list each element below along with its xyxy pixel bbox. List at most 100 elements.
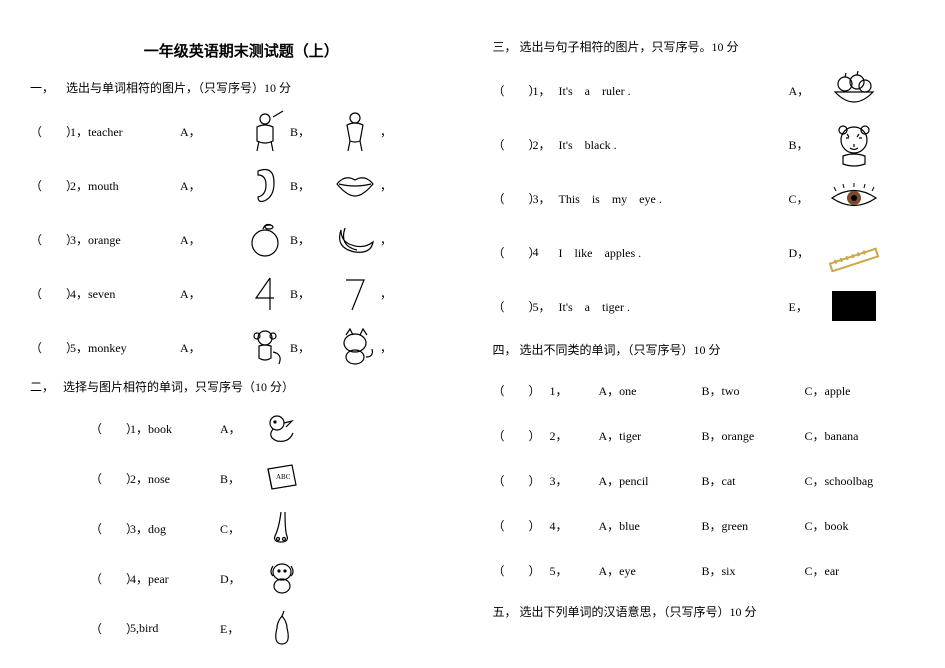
s3-q4: （ ） 4 I like apples . D，: [493, 227, 916, 277]
s4-q2: （ ） 2， A，tiger B，orange C，banana: [493, 427, 916, 444]
section1-heading: 一， 选出与单词相符的图片，（只写序号）10 分: [30, 79, 453, 96]
s2-q2-letter: B，: [220, 470, 260, 487]
s4-q2-a: A，tiger: [599, 427, 699, 444]
num: 5,: [130, 621, 139, 635]
section3-heading: 三， 选出与句子相符的图片，只写序号。10 分: [493, 38, 916, 55]
ear-icon: [240, 163, 290, 207]
section2-title: 选择与图片相符的单词，只写序号（10 分）: [63, 380, 294, 394]
paren: （ ）: [493, 298, 533, 315]
paren: （ ）: [90, 620, 130, 637]
s4-q4-b: B，green: [702, 517, 802, 534]
s3-q5-text: It's a tiger .: [559, 298, 789, 315]
paren: （ ）: [493, 244, 533, 261]
s1-q1-a: A，: [180, 123, 240, 140]
num: 2，: [533, 136, 559, 153]
s1-q5: （ ） 5，monkey A， B， ，: [30, 322, 453, 372]
s4-q3-a: A，pencil: [599, 472, 699, 489]
paren: （ ）: [90, 420, 130, 437]
s2-q2: （ ） 2，nose B， ABC: [30, 455, 453, 501]
bird-icon: [260, 408, 304, 448]
section5-prefix: 五，: [493, 605, 517, 619]
word: mouth: [88, 179, 119, 193]
paren: （ ）: [30, 177, 70, 194]
s2-q1-letter: A，: [220, 420, 260, 437]
black-square-icon: [819, 289, 889, 323]
tiger-icon: [819, 120, 889, 168]
s2-q4-letter: D，: [220, 570, 260, 587]
s3-q4-letter: D，: [789, 244, 819, 261]
word: seven: [88, 287, 115, 301]
word: orange: [88, 233, 121, 247]
s1-q3-label: 3，orange: [70, 231, 180, 248]
comma: ，: [380, 339, 392, 356]
num: 2，: [130, 472, 148, 486]
s1-q4-b: B，: [290, 285, 330, 302]
orange-icon: [240, 217, 290, 261]
paren: （ ）: [493, 472, 547, 489]
s4-q4-a: A，blue: [599, 517, 699, 534]
s2-q4: （ ） 4，pear D，: [30, 555, 453, 601]
word: pear: [148, 572, 169, 586]
banana-icon: [330, 217, 380, 261]
s3-q1-text: It's a ruler .: [559, 82, 789, 99]
s1-q1-b: B，: [290, 123, 330, 140]
section4-prefix: 四，: [493, 343, 517, 357]
section4-heading: 四， 选出不同类的单词，（只写序号）10 分: [493, 341, 916, 358]
s1-q5-label: 5，monkey: [70, 339, 180, 356]
pear-icon: [260, 608, 304, 648]
book-icon: ABC: [260, 458, 304, 498]
s4-q3-c: C，schoolbag: [805, 472, 905, 489]
s3-q2-text: It's black .: [559, 136, 789, 153]
paren: （ ）: [493, 190, 533, 207]
num: 3，: [533, 190, 559, 207]
page: 一年级英语期末测试题（上） 一， 选出与单词相符的图片，（只写序号）10 分 （…: [0, 0, 945, 665]
s2-q1-label: 1，book: [130, 420, 220, 437]
paren: （ ）: [493, 82, 533, 99]
section1-title: 选出与单词相符的图片，（只写序号）10 分: [66, 81, 291, 95]
s4-q5-b: B，six: [702, 562, 802, 579]
s1-q1: （ ） 1，teacher A， B， ，: [30, 106, 453, 156]
comma: ，: [380, 123, 392, 140]
section5-title: 选出下列单词的汉语意思，（只写序号）10 分: [520, 605, 757, 619]
s1-q1-label: 1，teacher: [70, 123, 180, 140]
word: teacher: [88, 125, 123, 139]
num: 3，: [70, 233, 88, 247]
section3-prefix: 三，: [493, 40, 517, 54]
s1-q3-b: B，: [290, 231, 330, 248]
s3-q3: （ ） 3， This is my eye . C，: [493, 173, 916, 223]
word: bird: [139, 621, 158, 635]
s4-q4-c: C，book: [805, 517, 905, 534]
s3-q1-letter: A，: [789, 82, 819, 99]
num: 5，: [533, 298, 559, 315]
s4-q4: （ ） 4， A，blue B，green C，book: [493, 517, 916, 534]
s1-q4-a: A，: [180, 285, 240, 302]
s1-q4-label: 4，seven: [70, 285, 180, 302]
num: 4，: [550, 517, 596, 534]
s4-q3: （ ） 3， A，pencil B，cat C，schoolbag: [493, 472, 916, 489]
s3-q3-text: This is my eye .: [559, 190, 789, 207]
s1-q5-b: B，: [290, 339, 330, 356]
svg-text:ABC: ABC: [276, 473, 291, 481]
s3-q5: （ ） 5， It's a tiger . E，: [493, 281, 916, 331]
seven-icon: [330, 271, 380, 315]
s2-q5-label: 5,bird: [130, 621, 220, 636]
nose-icon: [260, 508, 304, 548]
s4-q2-b: B，orange: [702, 427, 802, 444]
s1-q4: （ ） 4，seven A， B， ，: [30, 268, 453, 318]
paren: （ ）: [493, 427, 547, 444]
mouth-icon: [330, 163, 380, 207]
num: 5，: [70, 341, 88, 355]
teacher-icon: [240, 109, 290, 153]
s2-q5: （ ） 5,bird E，: [30, 605, 453, 651]
word: monkey: [88, 341, 127, 355]
s4-q1-b: B，two: [702, 382, 802, 399]
section2-heading: 二， 选择与图片相符的单词，只写序号（10 分）: [30, 378, 453, 395]
eye-icon: [819, 183, 889, 213]
s3-q5-letter: E，: [789, 298, 819, 315]
cat-icon: [330, 325, 380, 369]
ruler-icon: [819, 232, 889, 272]
section5-heading: 五， 选出下列单词的汉语意思，（只写序号）10 分: [493, 603, 916, 620]
s4-q1: （ ） 1， A，one B，two C，apple: [493, 382, 916, 399]
s3-q4-text: I like apples .: [559, 244, 789, 261]
s4-q2-c: C，banana: [805, 427, 905, 444]
